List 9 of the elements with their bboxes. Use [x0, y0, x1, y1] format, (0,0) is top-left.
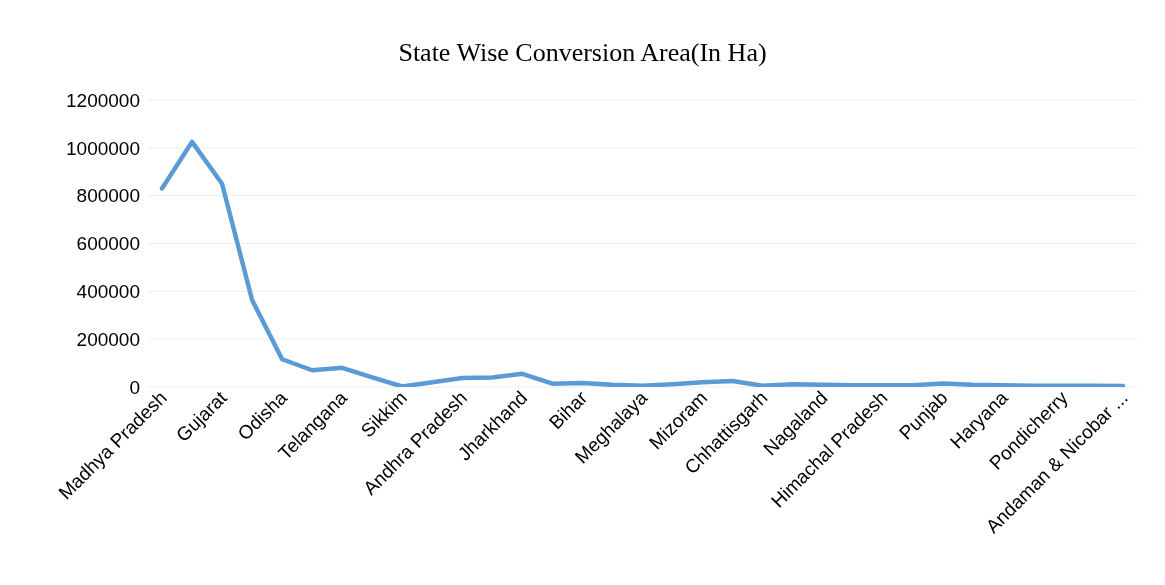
- y-tick-label: 0: [129, 376, 140, 398]
- y-tick-label: 800000: [76, 185, 140, 207]
- chart-title: State Wise Conversion Area(In Ha): [397, 37, 768, 69]
- y-tick-label: 400000: [76, 281, 140, 303]
- y-tick-label: 600000: [76, 233, 140, 255]
- y-tick-label: 1200000: [66, 89, 140, 111]
- y-tick-label: 1000000: [66, 137, 140, 159]
- line-series: [159, 139, 1126, 387]
- y-tick-label: 200000: [76, 328, 140, 350]
